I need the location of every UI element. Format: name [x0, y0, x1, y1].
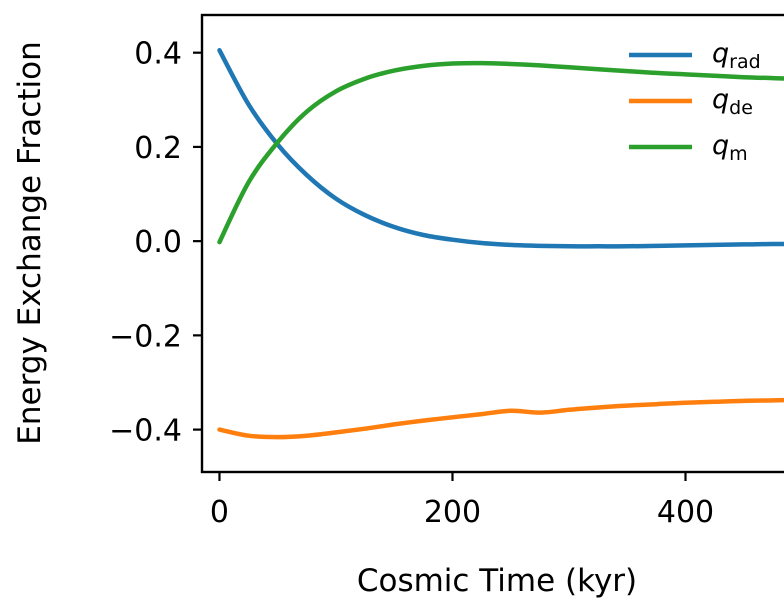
legend-label-m: qm: [712, 130, 748, 165]
y-tick-label: 0.2: [134, 131, 182, 166]
legend-label-de: qde: [712, 84, 753, 119]
y-tick-label: −0.2: [109, 319, 182, 354]
legend: qrad qde qm: [629, 38, 761, 165]
x-tick-label: 200: [424, 495, 481, 530]
series-layer: [217, 48, 784, 440]
x-axis: 0 200 400: [210, 472, 714, 530]
y-tick-label: 0.0: [134, 225, 182, 260]
plot-frame: [200, 13, 784, 474]
x-axis-title: Cosmic Time (kyr): [357, 563, 637, 599]
y-tick-label: −0.4: [109, 414, 182, 449]
legend-label-rad: qrad: [712, 38, 761, 73]
x-tick-label: 0: [210, 495, 229, 530]
y-axis-title: Energy Exchange Fraction: [12, 41, 48, 444]
series-line-rad: [217, 48, 784, 249]
y-axis: −0.4 −0.2 0.0 0.2 0.4: [109, 37, 202, 449]
series-line-de: [217, 397, 784, 440]
series-line-m: [217, 60, 784, 245]
y-tick-label: 0.4: [134, 37, 182, 72]
x-tick-label: 400: [657, 495, 714, 530]
